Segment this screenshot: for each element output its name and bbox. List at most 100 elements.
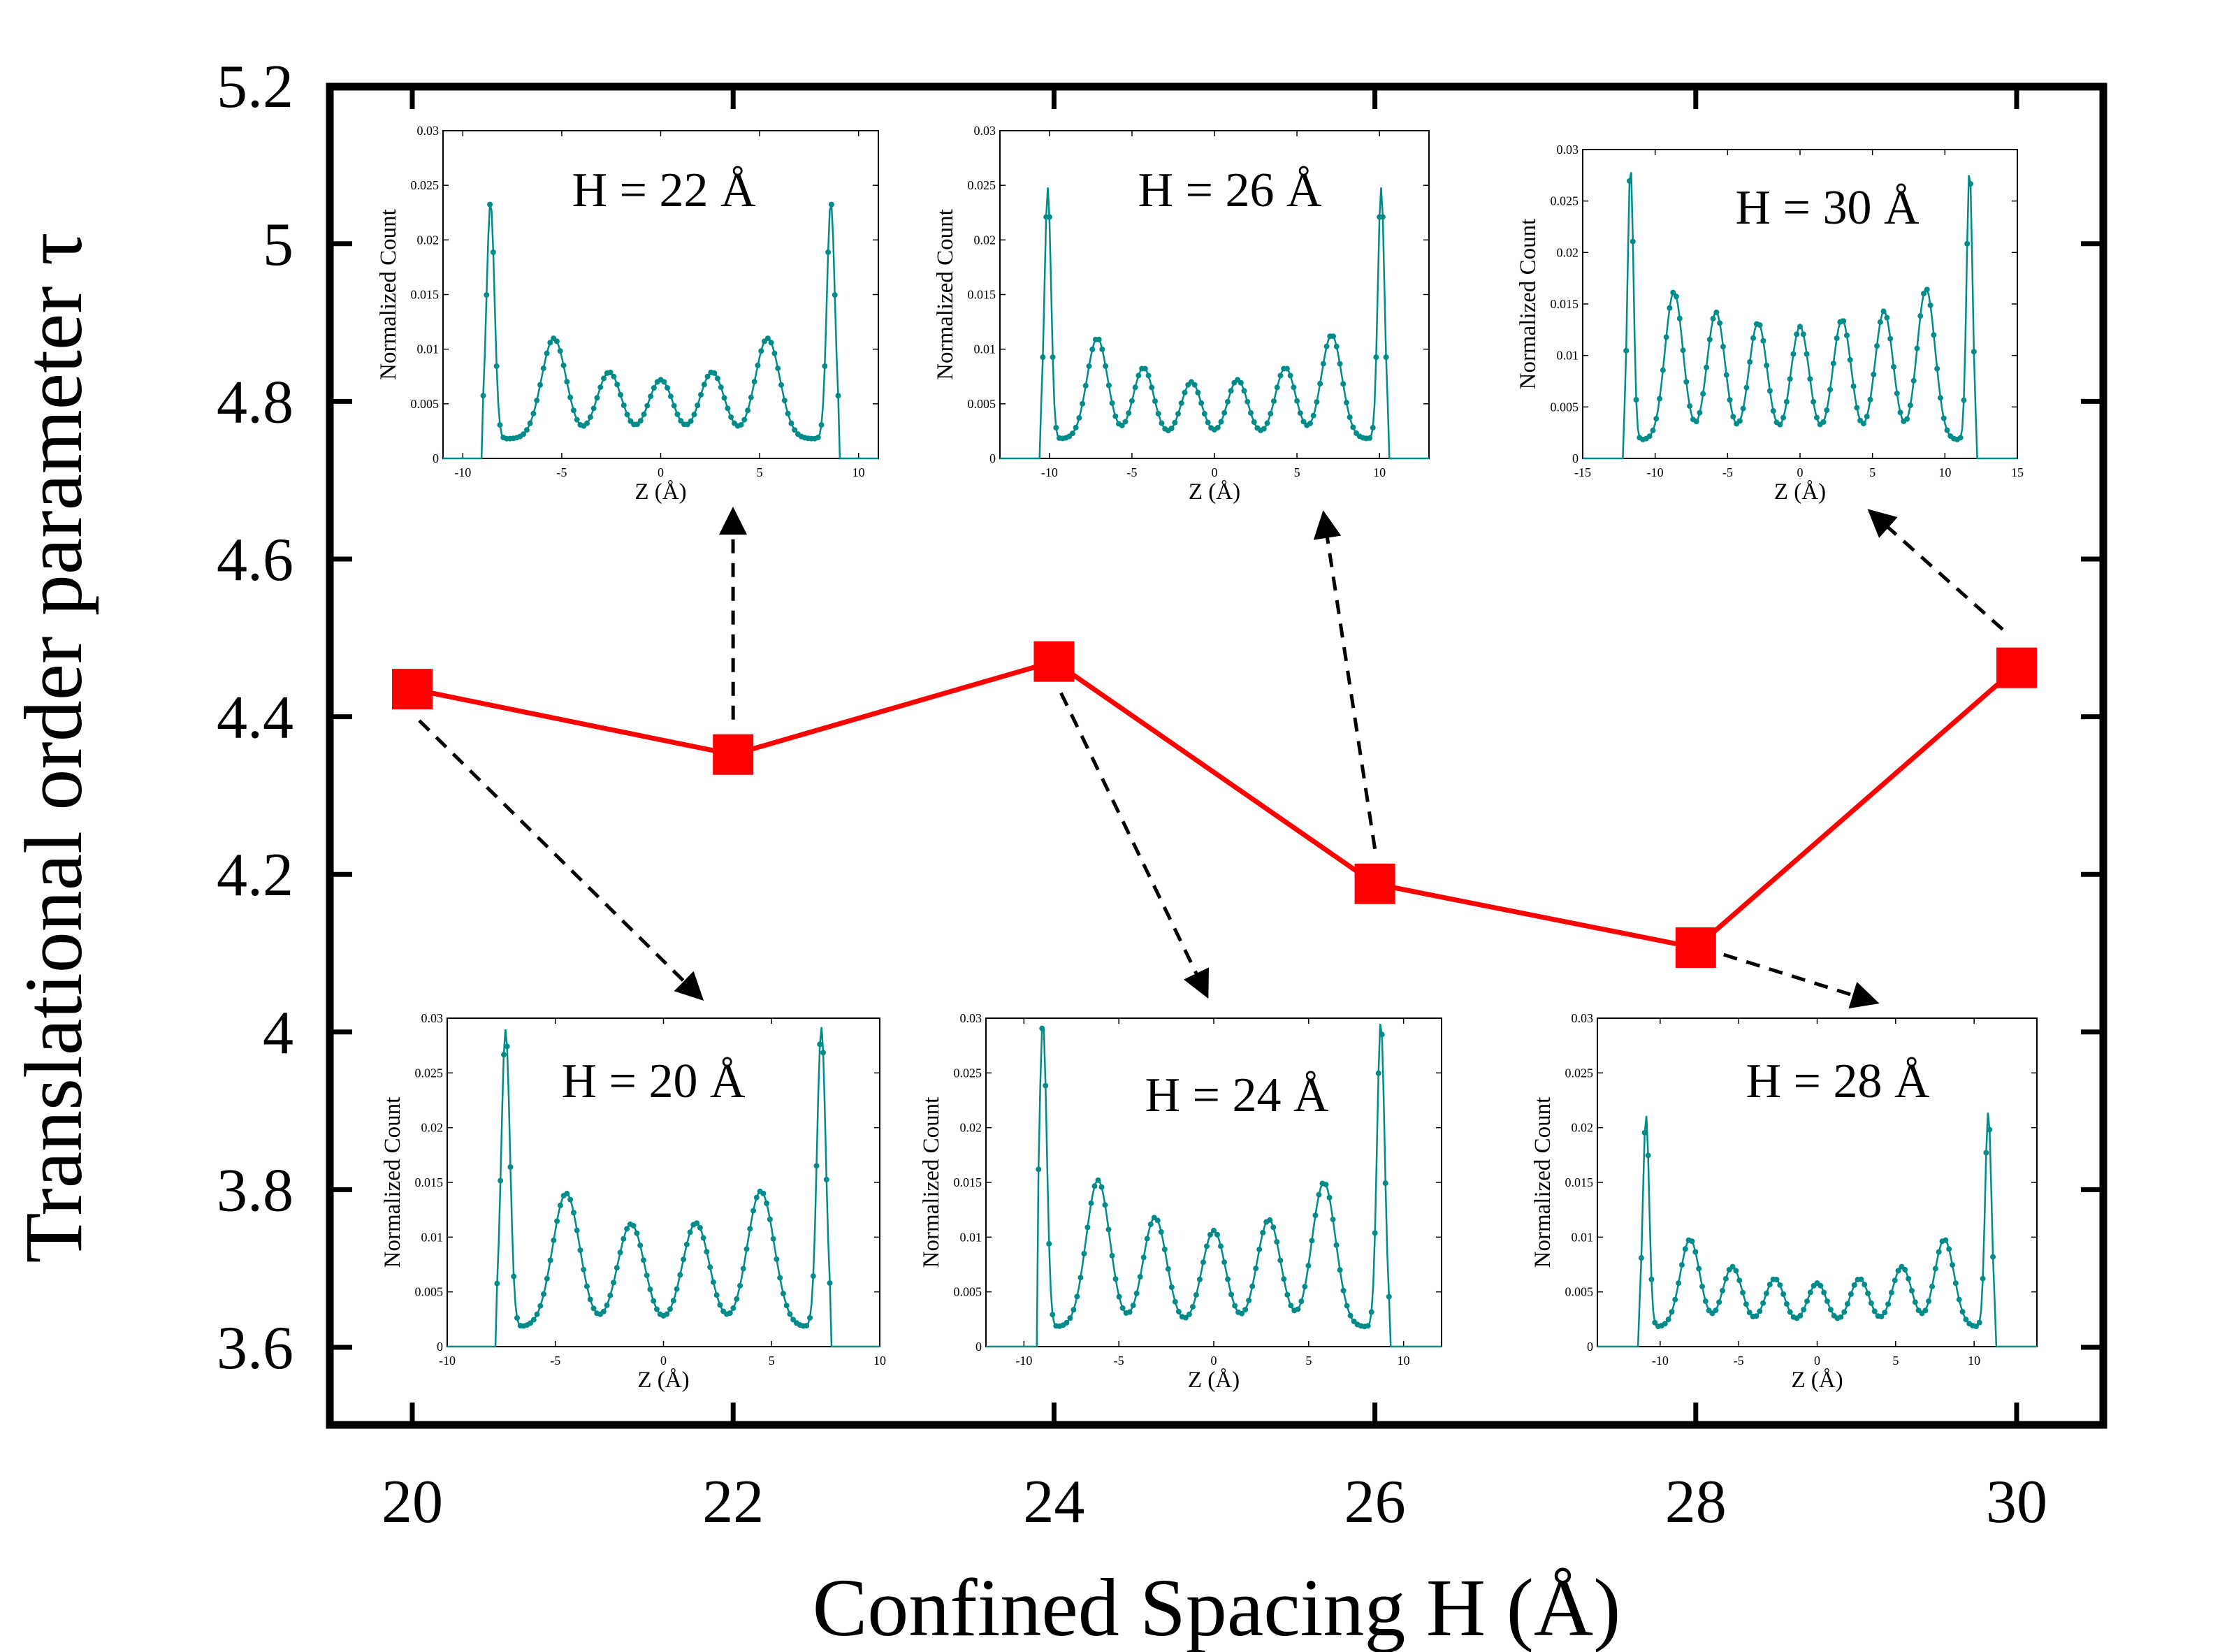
inset-data-point <box>1830 361 1836 367</box>
y-tick-label: 4.6 <box>217 526 293 594</box>
inset-data-point <box>1650 427 1656 433</box>
inset-data-point <box>1652 1319 1658 1326</box>
inset-data-point <box>1288 1303 1294 1309</box>
inset-data-point <box>547 1257 553 1263</box>
inset-x-tick-label: -5 <box>1734 1354 1744 1368</box>
inset-data-point <box>617 1249 623 1256</box>
inset-data-point <box>1130 1303 1136 1309</box>
inset-data-point <box>1950 1262 1956 1268</box>
inset-data-point <box>1689 1238 1695 1245</box>
inset-data-point <box>1152 398 1158 404</box>
inset-data-point <box>700 1235 706 1241</box>
inset-x-tick-label: 15 <box>2011 465 2024 479</box>
inset-data-point <box>647 1287 653 1293</box>
inset-h-label: H = 24 Å <box>1145 1068 1329 1122</box>
inset-data-point <box>1270 1224 1277 1231</box>
inset-x-tick-label: 10 <box>873 1354 886 1368</box>
inset-data-point <box>1071 1307 1077 1313</box>
inset-data-point <box>1638 1255 1644 1261</box>
inset-h-label: H = 30 Å <box>1735 181 1920 235</box>
y-tick-label: 5 <box>263 211 293 279</box>
inset-data-point <box>1722 1275 1729 1282</box>
inset-data-point <box>1172 1298 1178 1305</box>
inset-y-axis-label: Normalized Count <box>376 209 401 380</box>
inset-data-point <box>1841 1309 1848 1315</box>
inset-data-point <box>514 1314 520 1321</box>
inset-data-point <box>1082 382 1089 389</box>
inset-data-point <box>1760 1300 1766 1306</box>
inset-data-point <box>827 1280 833 1287</box>
inset-data-point <box>1198 400 1205 406</box>
inset-data-point <box>1221 1259 1228 1266</box>
y-tick-label: 5.2 <box>217 53 293 121</box>
inset-data-point <box>792 427 798 433</box>
inset-data-point <box>1135 372 1142 379</box>
inset-data-point <box>1908 1287 1915 1294</box>
inset-data-point <box>1787 1309 1793 1315</box>
inset-data-point <box>1365 1323 1371 1329</box>
inset-data-point <box>1246 1297 1252 1303</box>
inset-data-point <box>1660 367 1666 373</box>
inset-data-point <box>1757 322 1763 328</box>
inset-data-point <box>1794 331 1800 338</box>
x-tick-label: 22 <box>702 1468 764 1536</box>
inset-x-axis-label: Z (Å) <box>1189 479 1240 505</box>
inset-data-point <box>1295 1306 1301 1312</box>
inset-y-tick-label: 0.01 <box>960 1230 982 1244</box>
inset-data-point <box>1676 1280 1682 1287</box>
inset-data-point <box>1917 313 1924 319</box>
inset-frame <box>999 130 1430 459</box>
inset-data-point <box>1129 398 1135 404</box>
inset-data-point <box>1323 343 1330 349</box>
inset-data-point <box>587 414 593 420</box>
inset-x-tick-label: 0 <box>1814 1354 1820 1368</box>
inset-data-point <box>832 292 838 298</box>
y-tick-label: 4.4 <box>217 684 293 752</box>
inset-data-point <box>1702 1298 1708 1305</box>
inset-x-tick-label: -5 <box>1114 1354 1124 1368</box>
inset-data-point <box>1827 386 1834 393</box>
inset-data-point <box>667 393 674 400</box>
inset-data-point <box>661 379 667 385</box>
inset-x-tick-label: 0 <box>1211 1354 1217 1368</box>
inset-data-point <box>1142 365 1148 372</box>
inset-h-label: H = 28 Å <box>1746 1055 1930 1108</box>
inset-x-tick-label: 0 <box>1797 465 1804 479</box>
inset-data-point <box>1973 1324 1979 1330</box>
inset-data-point <box>1922 1307 1929 1314</box>
inset-data-point <box>1743 384 1750 391</box>
inset-y-tick-label: 0.025 <box>968 178 996 192</box>
inset-data-point <box>493 363 500 369</box>
inset-data-point <box>1834 335 1840 342</box>
x-tick-label: 30 <box>1986 1468 2047 1536</box>
inset-data-point <box>1897 410 1903 416</box>
inset-data-point <box>644 403 651 409</box>
inset-data-point <box>1323 1182 1329 1188</box>
inset-H-22: 0 0.005 0.01 0.015 0.02 0.025 0.03 -10 -5 0 5 10 Z (… <box>376 124 879 505</box>
inset-data-point <box>678 418 684 424</box>
inset-data-point <box>547 340 553 346</box>
inset-data-point <box>1046 1240 1052 1247</box>
y-tick-label: 3.8 <box>217 1157 293 1224</box>
inset-data-point <box>1766 388 1773 394</box>
inset-data-point <box>590 405 597 412</box>
inset-frame <box>985 1017 1442 1347</box>
inset-data-point <box>1648 1276 1655 1282</box>
inset-data-point <box>500 1052 507 1058</box>
inset-data-point <box>1218 419 1224 425</box>
inset-data-point <box>1720 1287 1726 1294</box>
inset-x-tick-label: 5 <box>1294 465 1300 479</box>
inset-data-point <box>1736 418 1743 424</box>
inset-data-point <box>1040 354 1046 361</box>
inset-data-point <box>1053 425 1059 431</box>
inset-data-point <box>1126 410 1132 416</box>
inset-data-point <box>1200 1259 1206 1266</box>
inset-y-tick-label: 0.02 <box>1557 245 1579 259</box>
inset-data-point <box>634 1230 640 1236</box>
inset-data-point <box>755 362 761 368</box>
inset-data-point <box>1076 415 1082 421</box>
inset-data-point <box>1370 425 1376 431</box>
inset-data-point <box>1934 365 1940 372</box>
inset-data-point <box>1256 1246 1263 1252</box>
inset-x-tick-label: -10 <box>1041 465 1058 479</box>
